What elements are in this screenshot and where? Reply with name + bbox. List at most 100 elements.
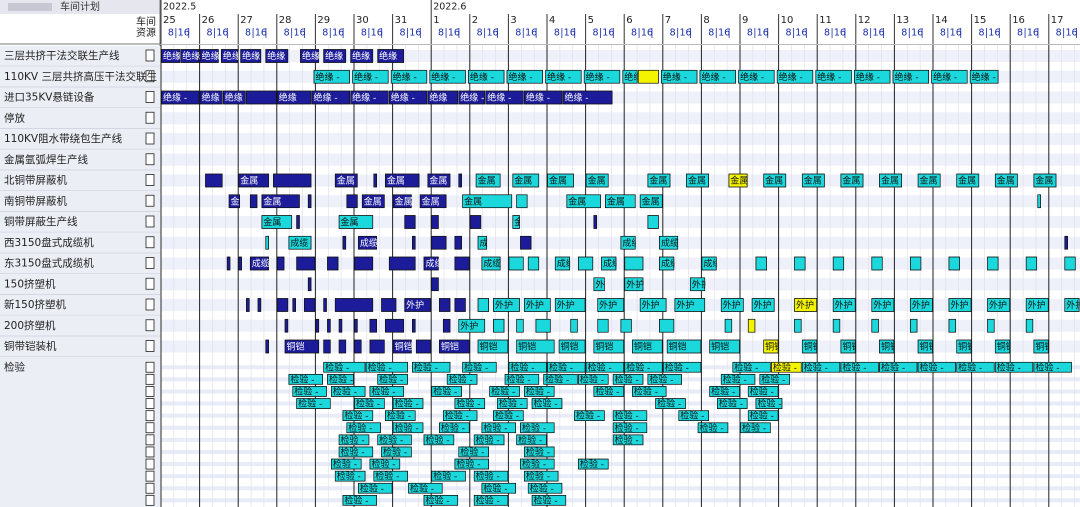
task-label: 绝缘 — [225, 92, 243, 104]
task-block: 金属 — [261, 194, 300, 209]
row-checkbox[interactable] — [145, 91, 155, 103]
row-checkbox[interactable] — [145, 111, 155, 124]
task-bar — [637, 69, 659, 84]
task-block: 成缆 — [554, 256, 571, 271]
row-label: 进口35KV悬链设备 — [4, 91, 95, 104]
task-block: 检验 - — [446, 374, 478, 385]
task-block — [338, 339, 347, 354]
task-bar — [361, 194, 385, 209]
task-label: 检验 - — [379, 373, 403, 385]
row-checkbox[interactable] — [145, 470, 155, 482]
task-label: 检验 - — [580, 373, 604, 385]
day-label: 6 — [626, 15, 632, 26]
row-checkbox[interactable] — [145, 257, 155, 269]
task-bar — [338, 339, 347, 354]
task-block — [384, 318, 405, 333]
hour-label: 16 — [950, 28, 962, 39]
task-block — [238, 256, 242, 271]
task-block — [303, 298, 316, 312]
task-bar — [334, 173, 358, 188]
task-block — [508, 256, 524, 271]
task-bar — [354, 318, 358, 333]
row-checkbox[interactable] — [145, 277, 155, 290]
task-bar — [620, 235, 636, 250]
row-checkbox[interactable] — [145, 458, 155, 470]
row-checkbox[interactable] — [145, 153, 155, 166]
task-bar — [577, 458, 609, 470]
label-cell — [0, 87, 160, 109]
task-bar — [338, 446, 374, 458]
row-checkbox[interactable] — [145, 434, 155, 446]
row-checkbox[interactable] — [145, 236, 155, 249]
task-bar — [411, 361, 451, 373]
row-stripe — [161, 133, 1080, 145]
task-block: 检验 - — [473, 471, 509, 482]
task-label: 金属 — [231, 195, 249, 207]
task-block: 检验 - — [1033, 362, 1072, 373]
task-block — [381, 298, 397, 312]
task-block: 检验 - — [655, 398, 686, 409]
task-block: 检验 - — [662, 362, 702, 373]
row-checkbox[interactable] — [145, 70, 155, 83]
task-bar — [477, 235, 488, 250]
row-checkbox[interactable] — [145, 482, 155, 494]
task-bar — [520, 235, 532, 250]
task-label: 检验 - — [750, 385, 774, 397]
row-checkbox[interactable] — [145, 132, 155, 145]
task-block: 金属 — [801, 173, 825, 188]
row-checkbox[interactable] — [145, 386, 155, 397]
task-block: 金属 — [475, 173, 501, 188]
row-checkbox[interactable] — [145, 446, 155, 458]
task-block: 铜铠 — [392, 339, 412, 354]
task-label: 绝缘 — [223, 50, 241, 62]
row-checkbox[interactable] — [145, 319, 155, 332]
task-label: 检验 - — [329, 373, 353, 385]
hour-label: 8 — [361, 28, 367, 39]
task-bar — [265, 49, 289, 63]
row-checkbox[interactable] — [145, 215, 155, 228]
row-checkbox[interactable] — [145, 194, 155, 207]
row-checkbox[interactable] — [145, 373, 155, 385]
task-label: 铜铠 — [920, 341, 938, 353]
task-bar — [554, 256, 571, 271]
task-block: 检验 - — [357, 483, 393, 494]
task-bar — [292, 386, 327, 397]
row-checkbox[interactable] — [145, 340, 155, 352]
task-bar — [276, 298, 289, 312]
task-block — [948, 318, 957, 333]
task-bar — [520, 422, 555, 434]
task-block: 检验 - — [612, 410, 648, 421]
row-checkbox[interactable] — [145, 422, 155, 434]
task-block — [323, 298, 327, 312]
task-block: 绝缘 — [323, 49, 347, 63]
row-checkbox[interactable] — [145, 410, 155, 422]
row-checkbox[interactable] — [145, 398, 155, 409]
day-label: 3 — [510, 15, 516, 26]
row-checkbox[interactable] — [145, 49, 155, 62]
task-bar — [354, 339, 362, 354]
task-bar — [512, 173, 540, 188]
task-bar — [369, 386, 405, 397]
task-label: 检验 - — [460, 446, 484, 458]
task-block: 铜铠 — [516, 339, 555, 354]
row-checkbox[interactable] — [145, 361, 155, 373]
hour-label: 8 — [592, 28, 598, 39]
task-bar — [612, 434, 644, 446]
task-block: 绝缘 — [427, 90, 459, 105]
row-checkbox[interactable] — [145, 494, 155, 506]
task-bar — [454, 458, 489, 470]
hour-label: 16 — [679, 28, 691, 39]
task-bar — [832, 298, 856, 312]
task-block: 绝缘 - — [458, 90, 486, 105]
task-block: 检验 - — [879, 362, 918, 373]
task-bar — [276, 256, 285, 271]
task-label: 成缆 — [290, 237, 308, 249]
task-block: 绝缘 - — [390, 69, 428, 84]
task-block: 外护 — [593, 277, 605, 292]
hour-label: 8 — [399, 28, 405, 39]
row-checkbox[interactable] — [145, 298, 155, 311]
task-bar — [987, 298, 1011, 312]
task-block: 铜铠 — [801, 339, 817, 354]
row-checkbox[interactable] — [145, 174, 155, 186]
task-bar — [840, 173, 864, 188]
